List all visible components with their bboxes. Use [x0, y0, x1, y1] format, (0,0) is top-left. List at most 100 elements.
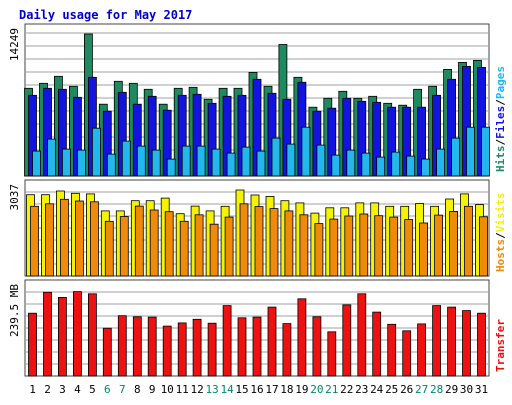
transfer-max-label: 239.5 MB: [8, 284, 21, 337]
visitors-hosts-bar: [45, 203, 54, 277]
day-label: 8: [134, 383, 141, 396]
day-label: 19: [295, 383, 308, 396]
visitors-hosts-bar: [479, 216, 488, 277]
transfer-transfer-bar: [43, 291, 52, 377]
day-label: 17: [265, 383, 278, 396]
day-label: 7: [119, 383, 126, 396]
requests-pages-bar: [406, 155, 416, 177]
visitors-hosts-bar: [299, 214, 309, 277]
requests-legend-hits: Hits: [494, 146, 507, 173]
requests-pages-bar: [346, 149, 356, 177]
transfer-transfer-bar: [462, 310, 471, 377]
transfer-transfer-bar: [132, 316, 142, 377]
visitors-hosts-bar: [389, 216, 399, 277]
day-label: 26: [400, 383, 413, 396]
visitors-hosts-bar: [434, 214, 444, 277]
transfer-transfer-bar: [357, 293, 367, 377]
requests-legend-separator: /: [494, 99, 507, 106]
visitors-legend-separator: /: [494, 232, 507, 239]
transfer-transfer-bar: [477, 312, 486, 377]
visitors-hosts-bar: [149, 209, 159, 277]
day-label: 20: [310, 383, 323, 396]
requests-pages-bar: [481, 126, 490, 177]
requests-max-label: 14249: [8, 28, 21, 61]
day-label: 30: [460, 383, 473, 396]
day-label: 21: [325, 383, 338, 396]
transfer-transfer-bar: [297, 298, 307, 377]
day-label: 6: [104, 383, 111, 396]
transfer-transfer-bar: [282, 323, 292, 377]
day-label: 5: [89, 383, 96, 396]
transfer-transfer-bar: [432, 305, 442, 377]
requests-pages-bar: [286, 143, 296, 177]
visitors-hosts-bar: [134, 205, 144, 277]
transfer-transfer-bar: [28, 312, 37, 377]
visitors-hosts-bar: [224, 216, 234, 277]
visitors-hosts-bar: [374, 215, 384, 277]
requests-pages-bar: [301, 126, 311, 177]
requests-pages-bar: [136, 145, 146, 177]
requests-pages-bar: [451, 137, 461, 177]
requests-pages-bar: [92, 127, 101, 177]
day-label: 16: [250, 383, 263, 396]
visitors-hosts-bar: [164, 211, 174, 277]
day-label: 11: [176, 383, 189, 396]
day-label: 9: [149, 383, 156, 396]
visitors-hosts-bar: [104, 220, 114, 277]
visitors-hosts-bar: [284, 210, 294, 277]
transfer-transfer-bar: [88, 293, 97, 377]
transfer-transfer-bar: [192, 318, 202, 377]
transfer-transfer-bar: [342, 304, 352, 377]
transfer-transfer-bar: [312, 316, 322, 377]
visitors-hosts-bar: [344, 215, 354, 277]
transfer-transfer-bar: [267, 306, 277, 377]
requests-pages-bar: [181, 145, 191, 177]
visitors-hosts-bar: [269, 208, 279, 277]
visitors-hosts-bar: [314, 223, 324, 277]
requests-pages-bar: [62, 148, 71, 177]
visitors-max-label: 3037: [8, 184, 21, 211]
visitors-hosts-bar: [404, 219, 414, 277]
requests-pages-bar: [121, 140, 131, 177]
day-label: 13: [205, 383, 218, 396]
transfer-transfer-bar: [58, 296, 67, 377]
requests-pages-bar: [316, 144, 326, 177]
requests-pages-bar: [376, 156, 386, 177]
requests-pages-bar: [196, 145, 206, 177]
transfer-transfer-bar: [102, 327, 112, 377]
visitors-hosts-bar: [209, 223, 219, 277]
visitors-hosts-bar: [30, 205, 39, 277]
visitors-hosts-bar: [359, 213, 369, 277]
visitors-hosts-bar: [75, 200, 84, 277]
day-label: 28: [430, 383, 443, 396]
visitors-hosts-bar: [90, 201, 99, 277]
day-label: 24: [370, 383, 384, 396]
visitors-hosts-bar: [464, 205, 473, 277]
requests-pages-bar: [151, 149, 161, 177]
day-label: 22: [340, 383, 353, 396]
requests-pages-bar: [241, 146, 251, 177]
requests-pages-bar: [32, 150, 41, 177]
day-label: 27: [415, 383, 428, 396]
day-label: 23: [355, 383, 368, 396]
transfer-legend-transfer: Transfer: [494, 319, 507, 372]
requests-pages-bar: [211, 148, 221, 177]
transfer-transfer-bar: [177, 322, 187, 377]
transfer-transfer-bar: [252, 316, 262, 377]
requests-pages-bar: [361, 152, 371, 177]
day-label: 2: [44, 383, 51, 396]
requests-legend-files: Files: [494, 106, 507, 139]
requests-legend: Hits/Files/Pages: [494, 66, 507, 172]
transfer-legend: Transfer: [494, 319, 507, 372]
day-label: 14: [220, 383, 234, 396]
visitors-hosts-bar: [179, 220, 189, 277]
day-label: 1: [29, 383, 36, 396]
requests-pages-bar: [466, 126, 475, 177]
transfer-transfer-bar: [387, 323, 397, 377]
visitors-hosts-bar: [329, 218, 339, 277]
day-label: 29: [445, 383, 458, 396]
chart-title: Daily usage for May 2017: [19, 8, 192, 22]
requests-pages-bar: [271, 137, 281, 177]
day-label: 18: [280, 383, 293, 396]
